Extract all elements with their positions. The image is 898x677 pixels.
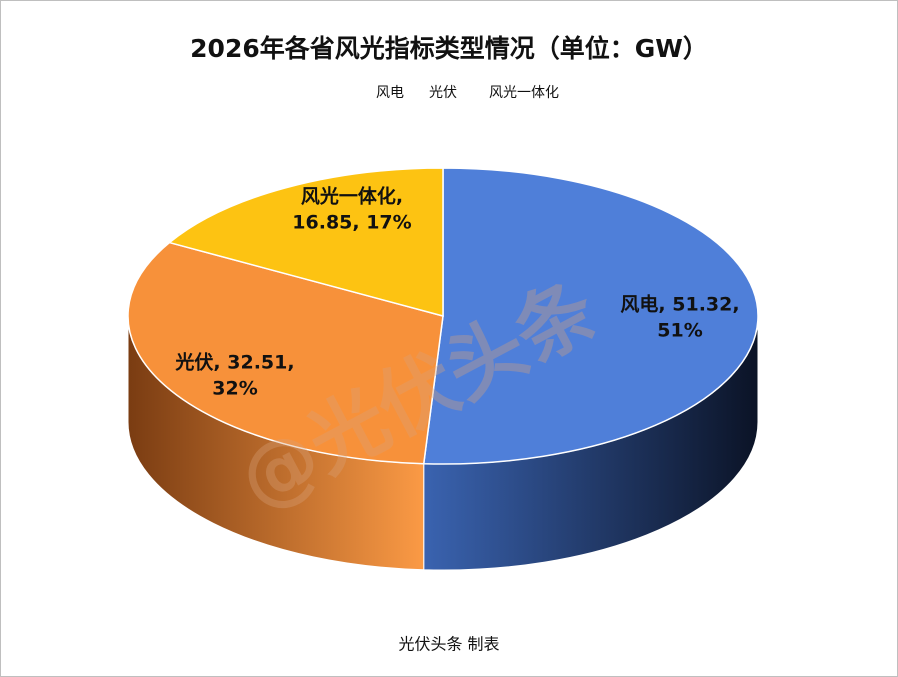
legend-label: 光伏 [429,85,457,101]
data-label: 32% [212,378,257,400]
pie-slice [422,167,759,465]
legend: 风电 光伏 风光一体化 [376,85,559,101]
pie-tops [127,167,759,465]
pie-slice [127,241,444,465]
source: 光伏头条 制表 [398,635,499,654]
legend-label: 风光一体化 [489,85,559,101]
legend-label: 风电 [376,85,404,101]
data-label: 16.85, 17% [292,212,411,234]
chart-title: 2026年各省风光指标类型情况（单位：GW） [190,34,708,63]
data-label: 风光一体化, [301,185,403,208]
pie-slice [167,167,444,317]
data-label: 风电, 51.32, [620,293,739,316]
data-labels: 风电, 51.32, 51% 光伏, 32.51, 32% 风光一体化, 16.85, 1… [174,185,739,400]
data-label: 光伏, 32.51, [174,351,294,374]
data-label: 51% [657,320,702,342]
